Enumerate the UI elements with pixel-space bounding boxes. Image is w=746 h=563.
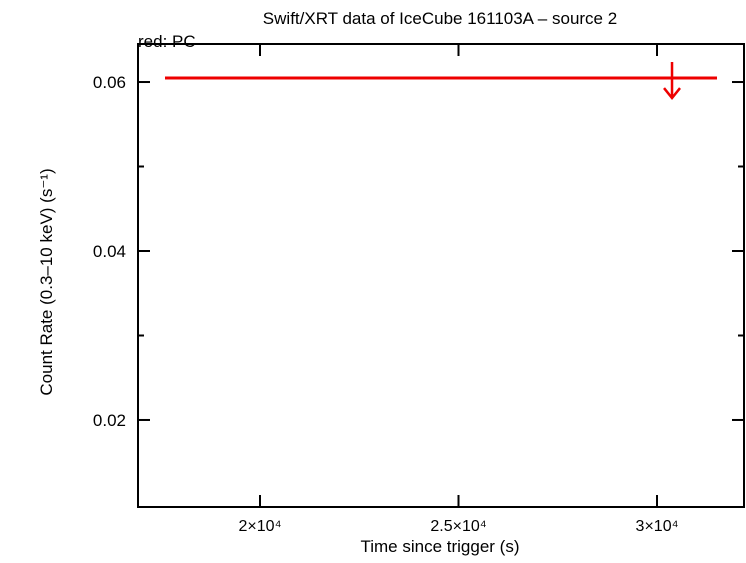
- chart-title: Swift/XRT data of IceCube 161103A – sour…: [263, 9, 617, 28]
- y-axis-label: Count Rate (0.3–10 keV) (s⁻¹): [37, 168, 56, 395]
- x-tick-label: 2×10⁴: [239, 518, 282, 535]
- upper-limit-arrow: [663, 62, 681, 101]
- subtitle: red: PC: [138, 32, 196, 51]
- x-axis-label: Time since trigger (s): [360, 537, 519, 556]
- y-tick-label: 0.04: [93, 242, 126, 261]
- plot-frame: [137, 43, 745, 508]
- x-tick-label: 3×10⁴: [636, 518, 679, 535]
- y-tick-label: 0.06: [93, 73, 126, 92]
- x-tick-label: 2.5×10⁴: [430, 518, 486, 535]
- y-tick-label: 0.02: [93, 411, 126, 430]
